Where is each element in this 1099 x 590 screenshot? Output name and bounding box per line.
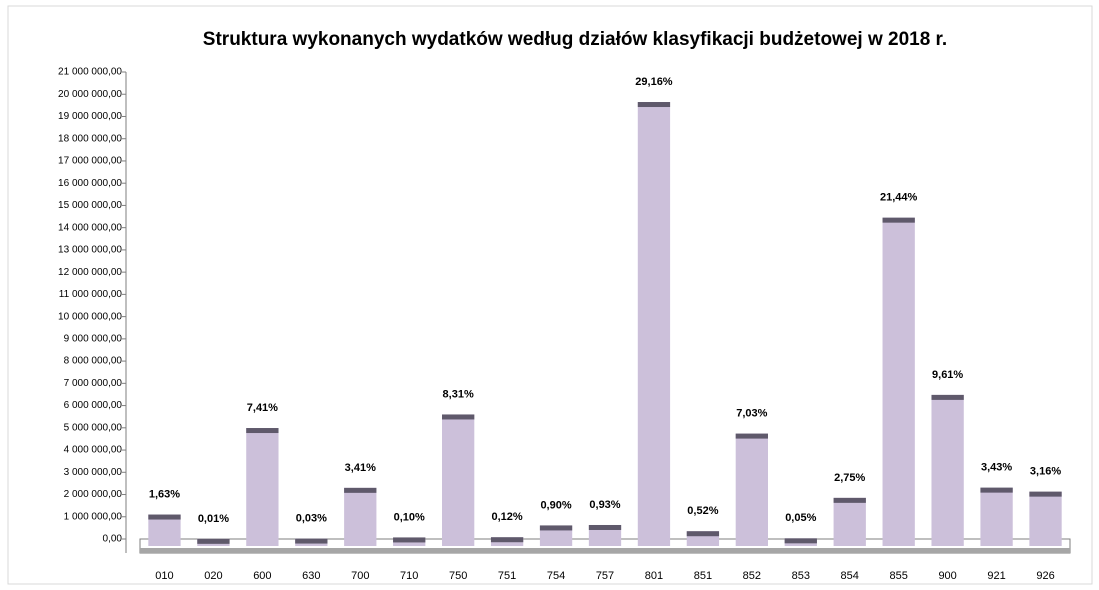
y-tick-label: 21 000 000,00	[58, 67, 122, 78]
data-label: 21,44%	[880, 192, 918, 204]
y-tick-label: 8 000 000,00	[64, 356, 123, 367]
x-tick-label: 757	[596, 570, 614, 582]
y-tick-label: 2 000 000,00	[64, 489, 123, 500]
bar-cap	[784, 538, 817, 544]
data-label: 0,90%	[540, 499, 571, 511]
y-tick-label: 4 000 000,00	[64, 445, 123, 456]
bar	[931, 394, 964, 546]
bar-cap	[442, 414, 475, 420]
x-tick-label: 020	[204, 570, 222, 582]
data-label: 2,75%	[834, 472, 865, 484]
x-tick-label: 010	[155, 570, 173, 582]
x-tick-label: 855	[890, 570, 908, 582]
data-label: 7,41%	[247, 402, 278, 414]
y-tick-label: 18 000 000,00	[58, 133, 122, 144]
data-label: 9,61%	[932, 369, 963, 381]
data-label: 0,12%	[492, 511, 523, 523]
y-tick-label: 0,00	[103, 534, 123, 545]
y-tick-label: 11 000 000,00	[59, 289, 123, 300]
y-tick-label: 19 000 000,00	[58, 111, 122, 122]
data-label: 3,43%	[981, 462, 1012, 474]
y-tick-label: 15 000 000,00	[58, 200, 122, 211]
bar-cap	[1029, 491, 1062, 497]
x-tick-label: 750	[449, 570, 467, 582]
bar	[539, 525, 573, 546]
x-tick-label: 710	[400, 570, 418, 582]
bar-cap	[344, 487, 377, 493]
y-tick-label: 13 000 000,00	[58, 245, 122, 256]
data-label: 0,93%	[589, 499, 620, 511]
bar-cap	[148, 514, 181, 520]
data-label: 0,05%	[785, 512, 816, 524]
data-label: 1,63%	[149, 488, 180, 500]
chart-border	[7, 5, 1093, 585]
data-label: 0,01%	[198, 513, 229, 525]
bar	[344, 487, 377, 546]
x-tick-label: 900	[938, 570, 956, 582]
x-tick-label: 751	[498, 570, 516, 582]
y-tick-label: 16 000 000,00	[58, 178, 122, 189]
x-tick-label: 852	[743, 570, 761, 582]
bar-cap	[735, 433, 768, 439]
bar-cap	[588, 524, 622, 530]
bar	[833, 497, 866, 546]
bar-cap	[882, 217, 915, 223]
bar	[588, 524, 622, 546]
bar	[442, 414, 475, 546]
bar	[882, 217, 915, 546]
x-tick-label: 926	[1036, 570, 1054, 582]
bar	[735, 433, 768, 546]
bar-cap	[539, 525, 573, 531]
bar	[980, 487, 1013, 546]
bar-cap	[931, 394, 964, 400]
bar-cap	[197, 538, 230, 544]
bar	[148, 514, 181, 546]
x-tick-label: 630	[302, 570, 320, 582]
x-tick-label: 853	[792, 570, 810, 582]
data-label: 3,41%	[345, 462, 376, 474]
bar-cap	[246, 428, 279, 434]
y-tick-label: 1 000 000,00	[64, 511, 123, 522]
bar	[637, 102, 671, 547]
y-tick-label: 7 000 000,00	[64, 378, 123, 389]
bar-cap	[833, 497, 866, 503]
bar	[1029, 491, 1062, 546]
chart-title: Struktura wykonanych wydatków według dzi…	[203, 29, 947, 50]
x-tick-label: 921	[987, 570, 1005, 582]
x-tick-label: 854	[841, 570, 859, 582]
x-tick-label: 700	[351, 570, 369, 582]
data-label: 3,16%	[1030, 466, 1061, 478]
bar-cap	[637, 102, 671, 108]
y-tick-label: 20 000 000,00	[58, 89, 122, 100]
x-tick-label: 754	[547, 570, 565, 582]
y-tick-label: 14 000 000,00	[58, 222, 122, 233]
y-tick-label: 9 000 000,00	[64, 333, 123, 344]
y-tick-label: 12 000 000,00	[58, 267, 122, 278]
x-tick-label: 801	[645, 570, 663, 582]
y-tick-label: 5 000 000,00	[64, 422, 123, 433]
x-tick-label: 600	[253, 570, 271, 582]
floor-shade	[140, 548, 1070, 553]
y-tick-label: 3 000 000,00	[64, 467, 123, 478]
y-tick-label: 10 000 000,00	[58, 311, 122, 322]
bar-cap	[686, 531, 720, 537]
data-label: 0,52%	[687, 505, 718, 517]
data-label: 0,03%	[296, 512, 327, 524]
data-label: 0,10%	[394, 511, 425, 523]
data-label: 8,31%	[443, 388, 474, 400]
x-tick-label: 851	[694, 570, 712, 582]
bar-cap	[393, 537, 426, 543]
data-label: 7,03%	[736, 407, 767, 419]
bar-cap	[980, 487, 1013, 493]
y-tick-label: 17 000 000,00	[58, 156, 122, 167]
y-tick-label: 6 000 000,00	[64, 400, 123, 411]
bar-cap	[490, 537, 524, 543]
data-label: 29,16%	[635, 76, 673, 88]
bar-cap	[295, 538, 328, 544]
bar	[246, 428, 279, 546]
